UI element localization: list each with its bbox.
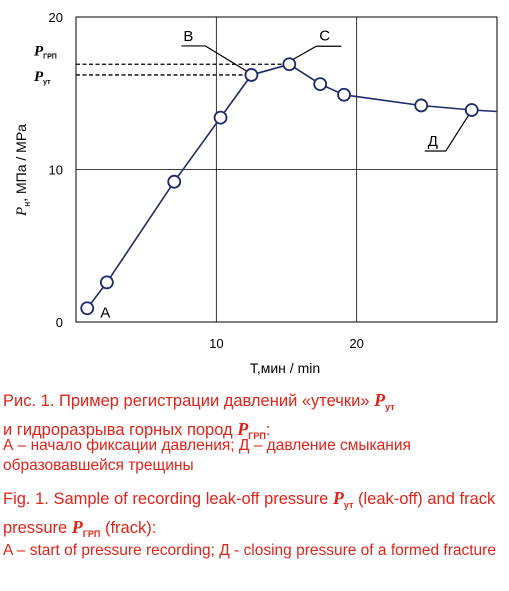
tick-labels: 10 20 0 10 20 [49,10,364,351]
annotation-leader-3 [424,114,470,152]
annotation-leader-2 [293,45,342,60]
annotation-3: Д [428,133,438,150]
data-point-8 [414,98,429,113]
caption-ru-text3: : [265,421,271,439]
caption-ru-lead: Рис. 1. [3,392,55,410]
ref-label-symbol-1: P [34,69,44,85]
caption-en-sub1: ут [343,500,354,510]
y-axis-label-unit: , МПа / MPa [13,124,29,202]
caption-ru-text1: Пример регистрации давлений «утечки» [54,392,375,410]
caption-en-text2: (leak-off) and frack pressure [3,490,496,537]
annotation-1: B [183,28,193,45]
annotations: A B C Д [100,27,470,321]
ref-label-symbol-0: P [34,43,44,59]
caption-ru-text2: и гидроразрыва горных пород [3,421,238,439]
x-axis-label: T,мин / min [250,360,320,376]
data-points [80,57,479,316]
series-line [86,63,498,309]
caption-ru-sym2: P [237,419,249,439]
caption-ru-note: А – начало фиксации давления; Д – давлен… [3,437,411,474]
caption-en-sym2: P [71,517,83,537]
ref-label-sub-1: ут [43,79,51,86]
x-tick-label-1: 20 [349,336,363,351]
data-point-2 [167,174,182,189]
annotation-2: C [319,27,330,44]
data-point-4 [244,68,259,82]
caption-en-title: Fig. 1. Sample of recording leak-off pre… [3,487,507,545]
y-axis-label: Pн, МПа / MPa [13,124,32,217]
ref-label-0: PГРП [34,43,57,60]
caption-en-lead: Fig. 1. [3,490,49,508]
caption-en-sub2: ГРП [82,529,101,539]
caption-en-note: A – start of pressure recording; Д - clo… [3,542,496,559]
caption-en-sym1: P [332,488,344,508]
caption-ru-sym1: P [374,390,386,410]
grid-lines [75,16,498,323]
data-point-0 [80,301,95,316]
data-point-9 [464,103,479,117]
series-polyline [86,63,498,309]
caption-en-text3: (frack): [100,519,157,537]
data-point-6 [313,77,328,91]
data-point-5 [282,57,297,72]
y-tick-label-0: 0 [56,315,63,330]
data-point-7 [337,87,351,102]
x-tick-label-0: 10 [209,336,223,351]
annotation-leader-1 [181,45,247,72]
ref-label-1: Pут [34,69,51,86]
y-axis-label-symbol: P [14,207,30,217]
caption-en-text1: Sample of recording leak-off pressure [48,490,333,508]
y-axis-label-sub: н [22,202,32,207]
data-point-1 [99,275,114,290]
y-tick-label-1: 10 [49,163,63,178]
annotation-0: A [100,304,110,321]
caption-ru-sub1: ут [385,402,395,412]
caption-ru-title: Рис. 1. Пример регистрации давлений «уте… [3,389,507,447]
y-tick-label-2: 20 [49,10,63,25]
caption-ru-sub2: ГРП [248,431,266,441]
ref-label-sub-0: ГРП [43,53,57,60]
data-point-3 [213,110,228,125]
